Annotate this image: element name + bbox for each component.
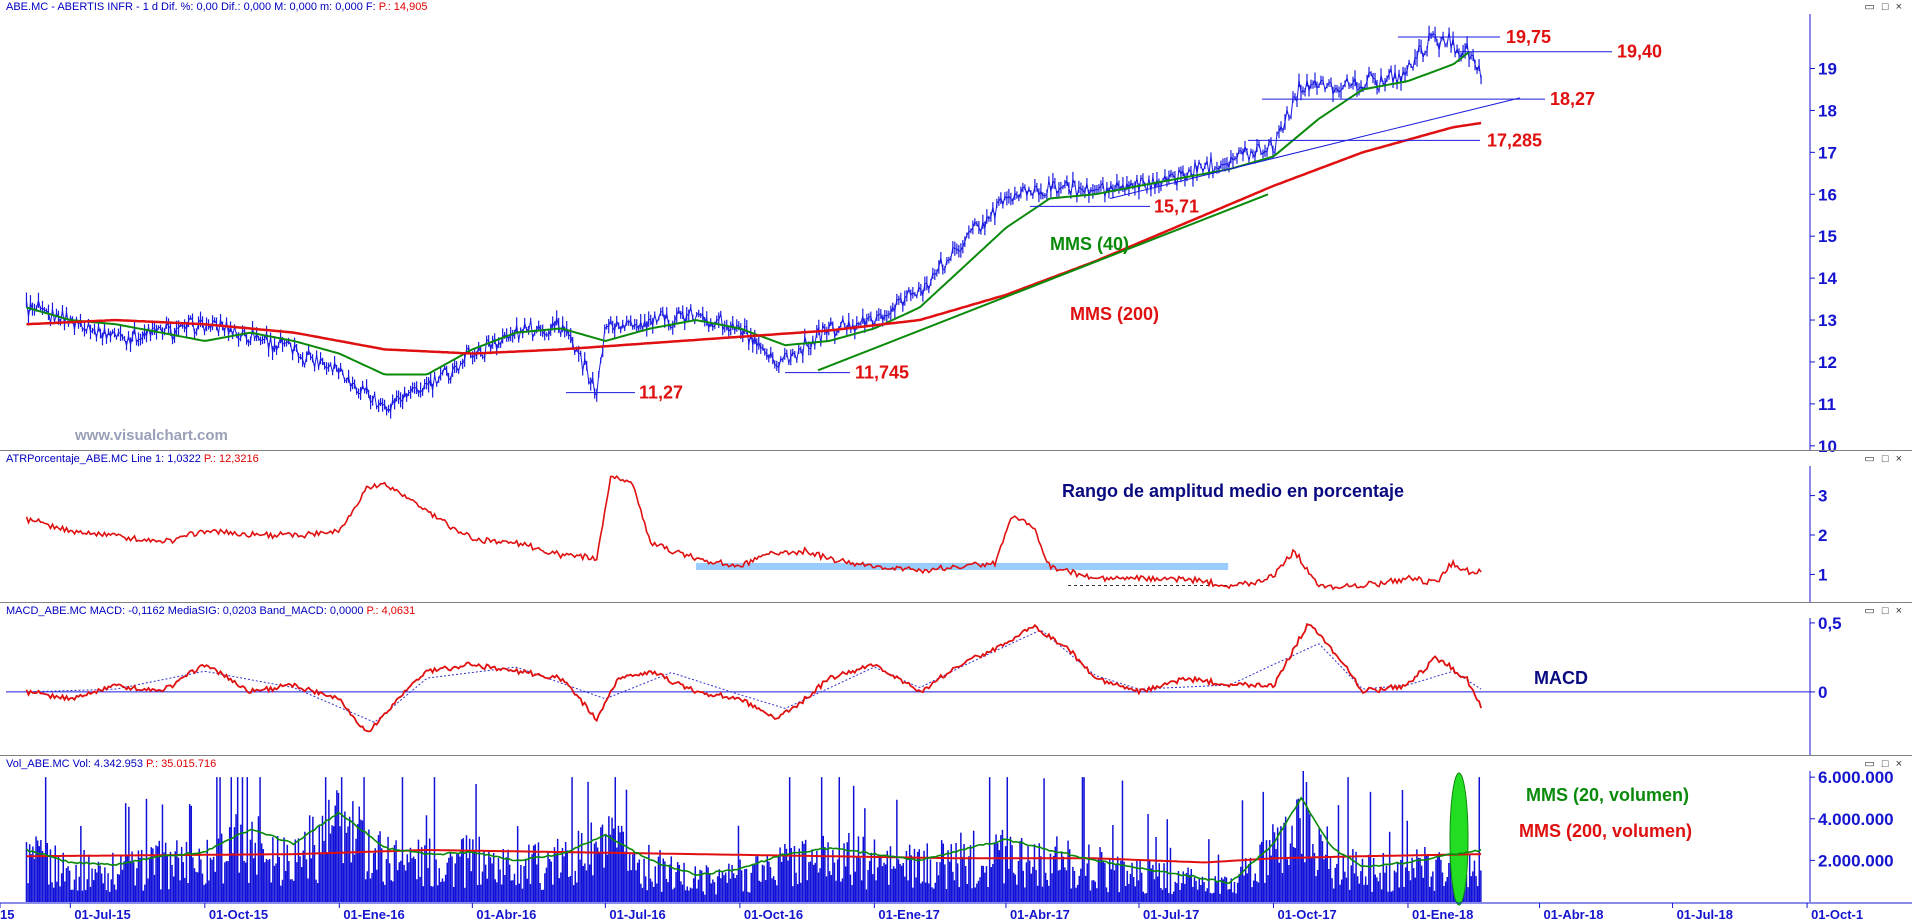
atr-title: Rango de amplitud medio en porcentaje (1062, 481, 1404, 501)
mms200-line (26, 121, 1482, 355)
watermark: www.visualchart.com (74, 427, 228, 444)
x-tick-label: 01-Jul-16 (609, 907, 665, 922)
x-tick-label: 01-Oct-16 (744, 907, 803, 922)
atr-line (25, 474, 1482, 591)
price-y-tick-label: 17 (1818, 143, 1837, 162)
atr-y-tick-label: 1 (1818, 565, 1827, 584)
macd-title: MACD (1534, 668, 1588, 688)
level-19-40-label: 19,40 (1617, 42, 1662, 62)
macd-panel: MACD_ABE.MC MACD: -0,1162 MediaSIG: 0,02… (0, 604, 1912, 756)
atr-y-tick-label: 2 (1818, 526, 1827, 545)
macd-line (25, 623, 1482, 733)
panel-divider (0, 450, 1912, 451)
atr-y-tick-label: 3 (1818, 487, 1827, 506)
vol-mms20-label: MMS (20, volumen) (1526, 785, 1689, 805)
level-19-75-label: 19,75 (1506, 27, 1551, 47)
volume-panel: Vol_ABE.MC Vol: 4.342.953 P.: 35.015.716… (0, 757, 1912, 922)
x-tick-label: 01-Ene-17 (878, 907, 939, 922)
price-y-tick-label: 11 (1818, 395, 1836, 414)
price-window-buttons[interactable]: ▭ □ × (1864, 1, 1904, 13)
x-tick-label: 01-Ene-16 (343, 907, 404, 922)
x-tick-label: 01-Oct-17 (1277, 907, 1336, 922)
price-y-tick-label: 16 (1818, 185, 1837, 204)
x-tick-label: 01-Abr-18 (1544, 907, 1604, 922)
volume-chart: 2.000.000 4.000.000 6.000.000 MMS (20, volu… (0, 768, 1912, 922)
level-15-71-label: 15,71 (1154, 196, 1199, 216)
panel-divider (0, 755, 1912, 756)
x-tick-label: 01-Abr-17 (1010, 907, 1070, 922)
vol-y-tick-label: 4.000.000 (1818, 810, 1894, 829)
atr-chart: 1 2 3 Rango de amplitud medio en porcentaje (25, 466, 1827, 603)
x-tick-label: 01-Jul-17 (1143, 907, 1199, 922)
price-series (25, 25, 1482, 419)
level-18-27-label: 18,27 (1550, 89, 1595, 109)
x-tick-label: 01-Oct-15 (209, 907, 268, 922)
trend-line-green (817, 193, 1269, 372)
vol-mms200-label: MMS (200, volumen) (1519, 821, 1692, 841)
mms40-label: MMS (40) (1050, 234, 1129, 254)
price-y-tick-label: 15 (1818, 227, 1837, 246)
volume-highlight (1449, 772, 1469, 906)
x-tick-label: 01-Jul-18 (1677, 907, 1733, 922)
volume-panel-header: Vol_ABE.MC Vol: 4.342.953 P.: 35.015.716 (6, 758, 217, 770)
vol-mms200-line (26, 849, 1482, 864)
x-tick-label: 01-Ene-18 (1412, 907, 1473, 922)
level-11-27-label: 11,27 (639, 383, 683, 403)
price-panel-header: ABE.MC - ABERTIS INFR - 1 d Dif. %: 0,00… (6, 1, 428, 13)
vol-y-tick-label: 2.000.000 (1818, 851, 1894, 870)
vol-mms20-line (25, 796, 1482, 885)
price-y-tick-label: 14 (1818, 269, 1837, 288)
x-tick-label: 15 (0, 907, 14, 922)
atr-window-buttons[interactable]: ▭ □ × (1864, 453, 1904, 465)
atr-panel: ATRPorcentaje_ABE.MC Line 1: 1,0322 P.: … (0, 452, 1912, 603)
macd-y-tick-label: 0,5 (1818, 614, 1842, 633)
macd-panel-header: MACD_ABE.MC MACD: -0,1162 MediaSIG: 0,02… (6, 605, 416, 617)
mms200-label: MMS (200) (1070, 304, 1159, 324)
level-17-285-label: 17,285 (1487, 130, 1542, 150)
macd-chart: 0 0,5 MACD (6, 614, 1842, 756)
price-panel: ABE.MC - ABERTIS INFR - 1 d Dif. %: 0,00… (0, 0, 1912, 456)
macd-signal-line (26, 629, 1482, 723)
panel-divider (0, 602, 1912, 603)
x-tick-label: 01-Abr-16 (476, 907, 536, 922)
vol-y-tick-label: 6.000.000 (1818, 768, 1894, 787)
price-line (26, 31, 1482, 413)
x-tick-label: 01-Oct-1 (1811, 907, 1863, 922)
volume-bars (25, 771, 1482, 902)
macd-y-tick-label: 0 (1818, 683, 1827, 702)
price-chart: 10 11 12 13 14 15 16 17 18 19 19,75 19,40 18,27 17,28… (25, 14, 1837, 456)
price-y-tick-label: 10 (1818, 437, 1837, 456)
trend-line-blue (1109, 97, 1521, 199)
atr-panel-header: ATRPorcentaje_ABE.MC Line 1: 1,0322 P.: … (6, 453, 259, 465)
macd-window-buttons[interactable]: ▭ □ × (1864, 605, 1904, 617)
x-tick-label: 01-Jul-15 (74, 907, 130, 922)
price-y-tick-label: 19 (1818, 60, 1837, 79)
price-y-tick-label: 13 (1818, 311, 1837, 330)
price-y-tick-label: 18 (1818, 101, 1837, 120)
level-11-745-label: 11,745 (855, 363, 909, 383)
volume-window-buttons[interactable]: ▭ □ × (1864, 758, 1904, 770)
price-y-tick-label: 12 (1818, 353, 1837, 372)
